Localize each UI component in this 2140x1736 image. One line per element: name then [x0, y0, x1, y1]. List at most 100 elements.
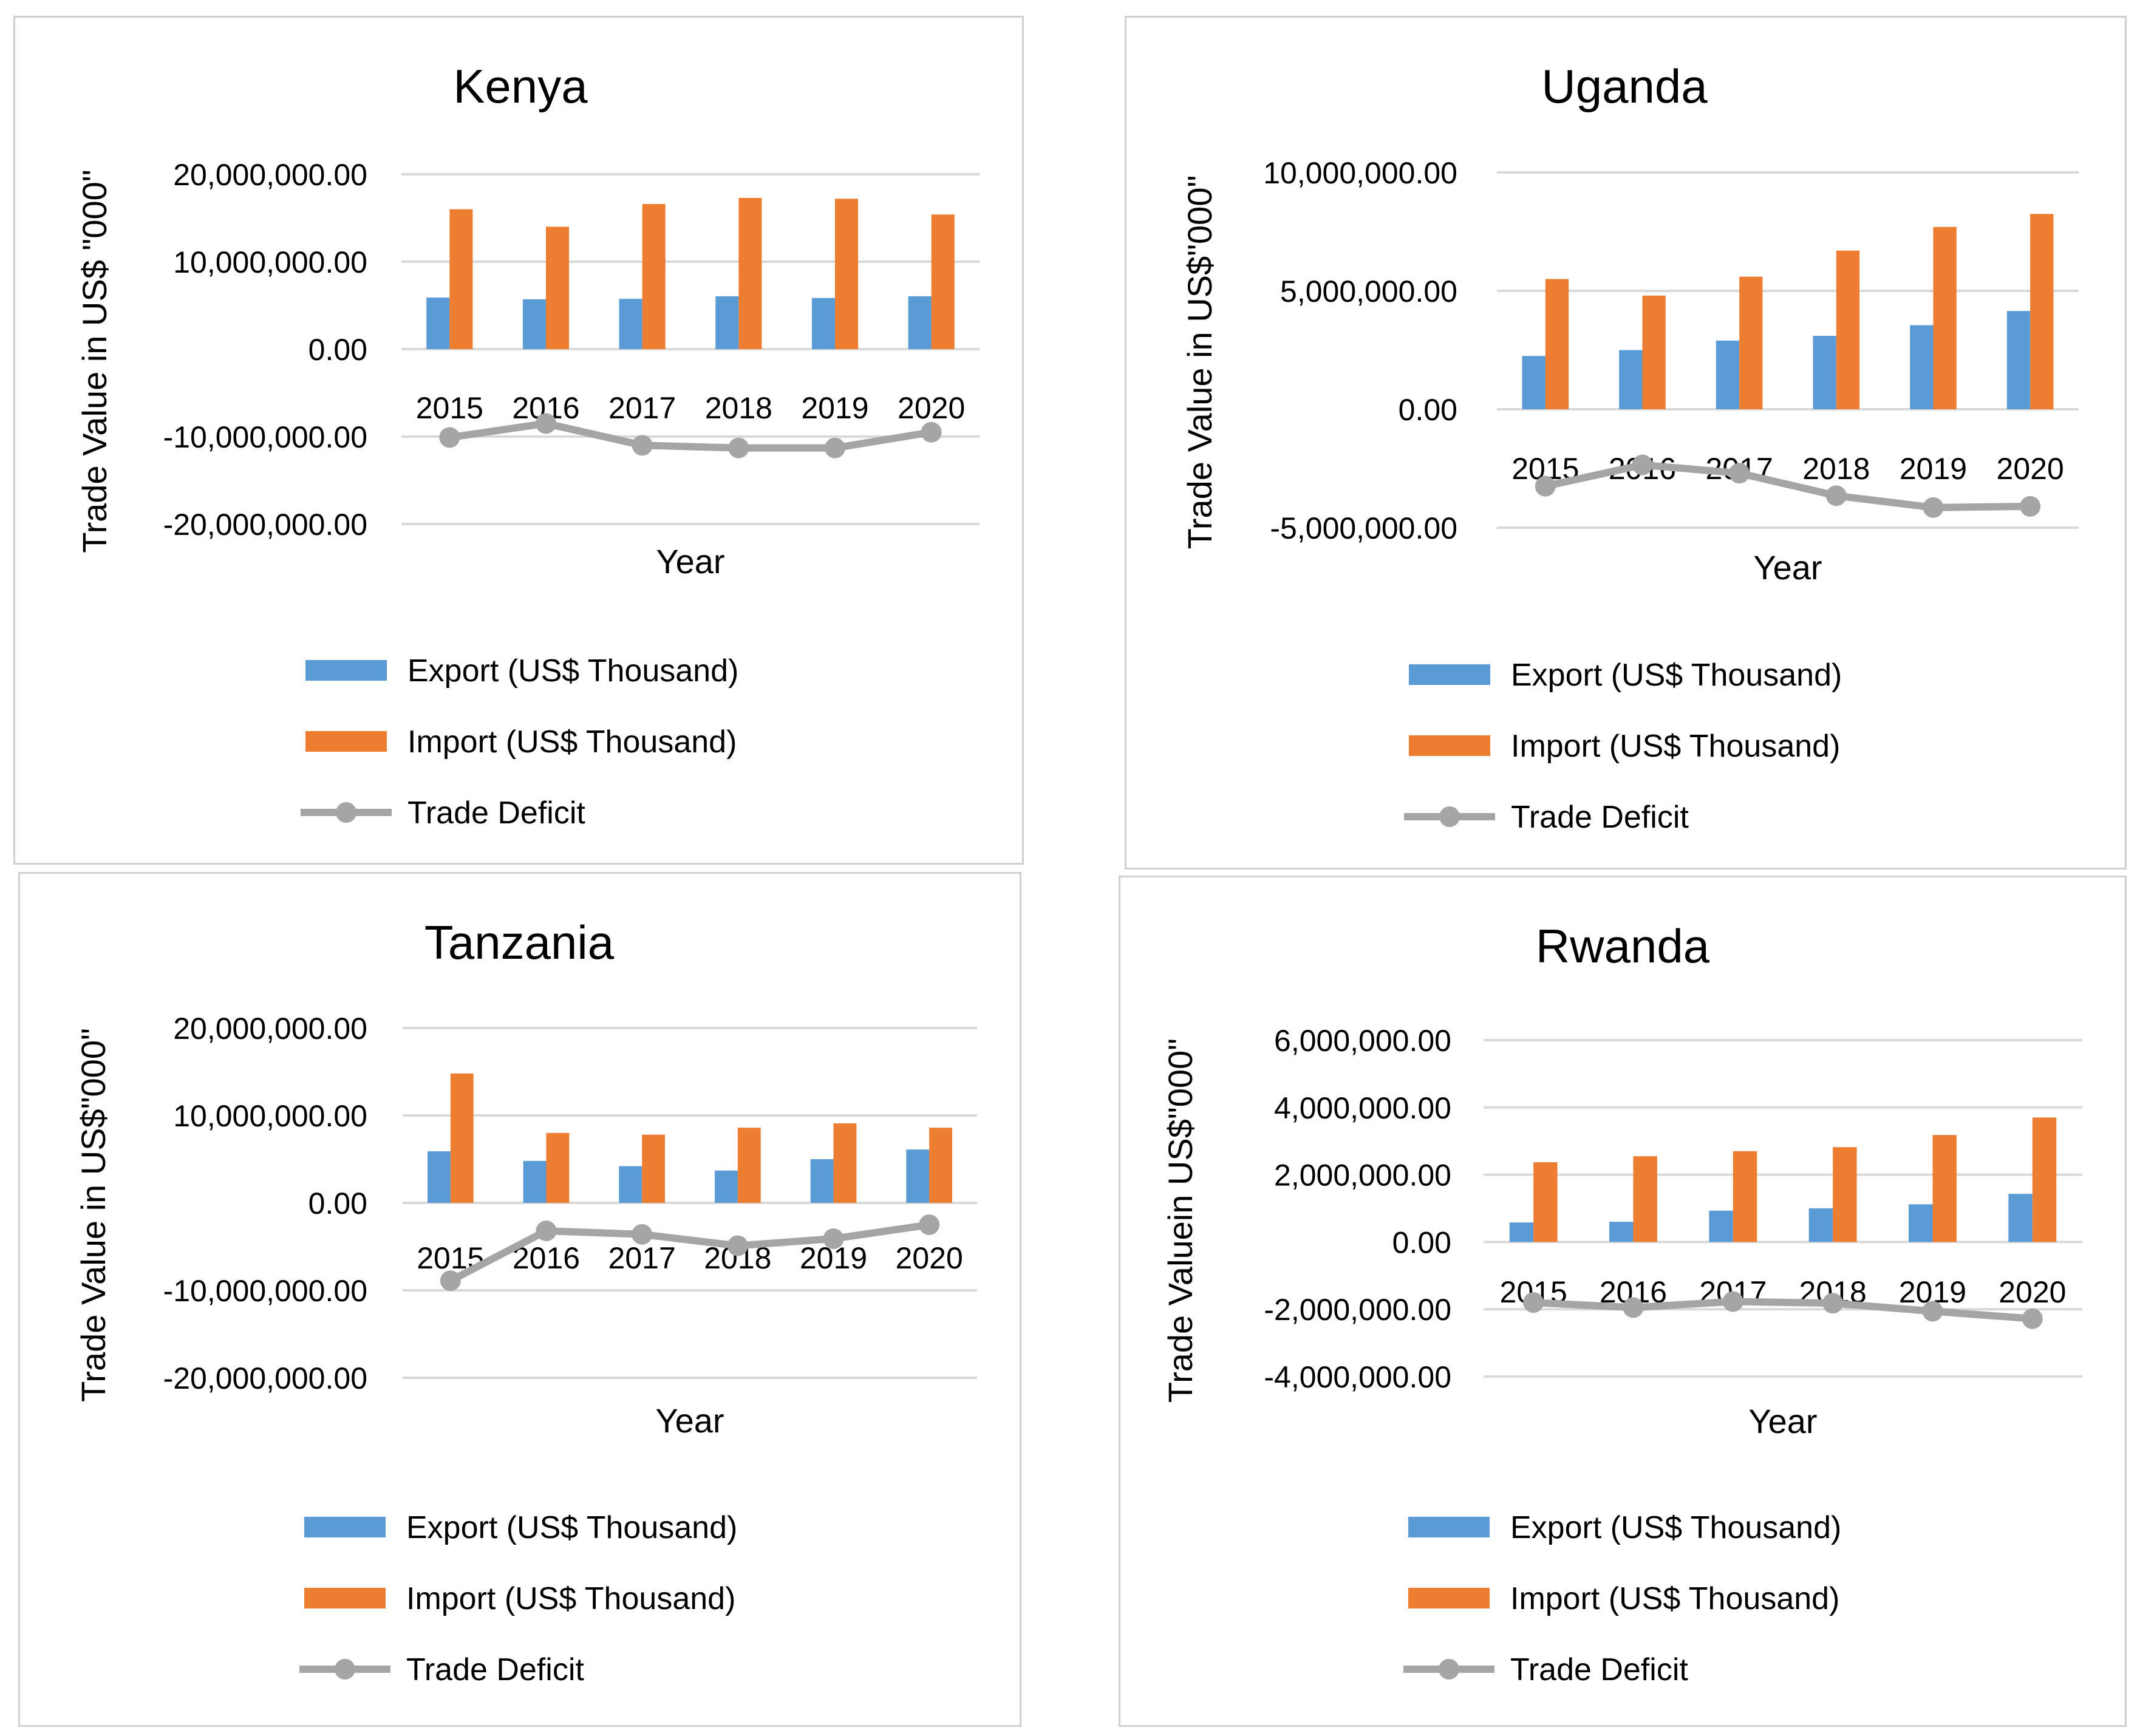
kenya-chart-panel: Kenya 20,000,000.00 10,000,000.00 0.00 -10,0…	[13, 16, 1024, 865]
rwanda-export-bar-2016	[1609, 1222, 1634, 1242]
kenya-import-bar-2020	[931, 214, 955, 349]
kenya-legend-import-label: Import (US$ Thousand)	[407, 724, 737, 760]
tanzania-y-tick-label: 10,000,000.00	[173, 1099, 367, 1133]
kenya-y-tick-label: -10,000,000.00	[163, 420, 367, 454]
tanzania-deficit-point-2016	[536, 1220, 557, 1242]
rwanda-import-bar-2017	[1733, 1151, 1757, 1242]
tanzania-deficit-line	[446, 1221, 933, 1285]
rwanda-y-axis-title: Trade Valuein US$"000"	[1161, 1038, 1199, 1403]
uganda-export-bar-2016	[1619, 350, 1643, 409]
tanzania-import-bar-2015	[450, 1073, 474, 1203]
rwanda-x-axis-title: Year	[1748, 1402, 1817, 1440]
tanzania-y-axis-title: Trade Value in US$"000"	[74, 1028, 112, 1402]
rwanda-export-bar-2017	[1709, 1210, 1733, 1242]
rwanda-x-tick-label: 2020	[1999, 1275, 2066, 1309]
uganda-legend-deficit-label: Trade Deficit	[1511, 800, 1689, 835]
tanzania-x-tick-label: 2016	[513, 1241, 580, 1275]
tanzania-legend-import-label: Import (US$ Thousand)	[406, 1581, 735, 1616]
uganda-import-bar-2015	[1545, 279, 1569, 409]
tanzania-chart-panel: Tanzania 20,000,000.00 10,000,000.00 0.00 -1…	[18, 872, 1021, 1727]
rwanda-legend-import-label: Import (US$ Thousand)	[1510, 1581, 1839, 1616]
kenya-export-bar-2019	[811, 298, 835, 349]
tanzania-import-bar-2019	[833, 1123, 857, 1203]
uganda-export-bar-2017	[1716, 340, 1740, 409]
uganda-deficit-point-2018	[1825, 485, 1847, 506]
rwanda-y-tick-label: 6,000,000.00	[1274, 1024, 1451, 1058]
kenya-import-bar-2019	[835, 199, 859, 349]
kenya-export-bar-2017	[619, 299, 642, 349]
tanzania-legend-export-swatch	[304, 1517, 386, 1537]
tanzania-deficit-point-2015	[440, 1270, 461, 1292]
kenya-y-axis-title: Trade Value in US$ "000"	[75, 169, 114, 553]
rwanda-import-bar-2020	[2032, 1117, 2057, 1242]
tanzania-export-bar-2019	[810, 1159, 834, 1203]
uganda-deficit-line	[1541, 461, 2034, 511]
rwanda-legend-export-label: Export (US$ Thousand)	[1510, 1510, 1841, 1545]
tanzania-x-tick-label: 2017	[608, 1241, 676, 1275]
uganda-chart-title: Uganda	[1541, 60, 1708, 113]
uganda-y-axis-title: Trade Value in US$"000"	[1181, 175, 1219, 550]
kenya-legend-deficit-marker	[336, 802, 356, 823]
tanzania-deficit-point-2019	[823, 1228, 844, 1250]
kenya-y-tick-label: -20,000,000.00	[163, 508, 367, 542]
rwanda-import-bar-2015	[1533, 1162, 1558, 1242]
uganda-import-bar-2019	[1933, 226, 1957, 409]
kenya-x-tick-label: 2017	[608, 391, 676, 425]
rwanda-deficit-point-2020	[2022, 1308, 2043, 1329]
rwanda-export-bar-2018	[1808, 1208, 1833, 1242]
uganda-export-bar-2020	[2006, 311, 2031, 409]
rwanda-deficit-point-2017	[1722, 1291, 1743, 1312]
uganda-deficit-point-2015	[1535, 475, 1556, 497]
tanzania-export-bar-2016	[523, 1160, 547, 1203]
kenya-import-bar-2015	[449, 209, 473, 349]
tanzania-legend-deficit-marker	[335, 1659, 355, 1680]
kenya-x-tick-label: 2020	[898, 391, 965, 425]
uganda-x-tick-label: 2020	[1997, 452, 2064, 486]
kenya-deficit-point-2017	[632, 435, 653, 456]
kenya-export-bar-2016	[522, 299, 546, 349]
kenya-deficit-point-2020	[921, 421, 942, 443]
kenya-legend-export-label: Export (US$ Thousand)	[407, 653, 738, 689]
rwanda-legend-deficit-label: Trade Deficit	[1510, 1652, 1688, 1687]
rwanda-export-bar-2019	[1909, 1204, 1933, 1242]
rwanda-y-tick-label: -4,000,000.00	[1264, 1360, 1451, 1394]
rwanda-y-tick-label: 2,000,000.00	[1274, 1159, 1451, 1193]
uganda-legend-import-label: Import (US$ Thousand)	[1511, 729, 1840, 764]
tanzania-chart-title: Tanzania	[424, 916, 615, 969]
uganda-deficit-point-2020	[2020, 495, 2041, 517]
uganda-legend-deficit-marker	[1439, 806, 1460, 827]
kenya-chart-title: Kenya	[453, 60, 588, 113]
rwanda-y-tick-label: -2,000,000.00	[1264, 1293, 1451, 1327]
kenya-export-bar-2020	[908, 296, 932, 349]
tanzania-deficit-point-2018	[727, 1235, 748, 1256]
tanzania-y-tick-label: 0.00	[308, 1186, 367, 1220]
uganda-y-tick-label: 0.00	[1399, 393, 1457, 427]
kenya-chart-svg: Kenya 20,000,000.00 10,000,000.00 0.00 -10,0…	[75, 60, 980, 831]
tanzania-legend-deficit-label: Trade Deficit	[406, 1652, 584, 1687]
tanzania-import-bar-2016	[546, 1132, 570, 1203]
uganda-chart-panel: Uganda 10,000,000.00 5,000,000.00 0.00 -5,00…	[1125, 16, 2127, 870]
uganda-y-tick-label: -5,000,000.00	[1270, 511, 1457, 545]
rwanda-deficit-line	[1530, 1298, 2036, 1322]
rwanda-legend-import-swatch	[1408, 1588, 1490, 1608]
uganda-import-bar-2016	[1642, 295, 1666, 409]
tanzania-legend-export-label: Export (US$ Thousand)	[406, 1510, 737, 1545]
rwanda-import-bar-2019	[1932, 1135, 1957, 1242]
kenya-export-bar-2018	[715, 296, 739, 349]
uganda-export-bar-2015	[1522, 356, 1545, 409]
tanzania-export-bar-2015	[427, 1151, 451, 1203]
kenya-legend-import-swatch	[305, 731, 387, 752]
tanzania-x-axis-title: Year	[655, 1401, 724, 1440]
uganda-import-bar-2020	[2030, 214, 2054, 409]
uganda-y-tick-label: 10,000,000.00	[1263, 156, 1457, 190]
uganda-deficit-point-2019	[1923, 497, 1944, 518]
tanzania-y-tick-label: -20,000,000.00	[163, 1361, 367, 1395]
rwanda-deficit-point-2018	[1822, 1293, 1844, 1314]
kenya-x-tick-label: 2015	[416, 391, 483, 425]
rwanda-deficit-point-2016	[1623, 1297, 1644, 1318]
tanzania-export-bar-2018	[714, 1170, 738, 1203]
uganda-deficit-point-2017	[1729, 463, 1750, 484]
kenya-import-bar-2018	[738, 197, 762, 349]
kenya-import-bar-2017	[642, 203, 666, 349]
uganda-y-tick-label: 5,000,000.00	[1280, 274, 1457, 308]
